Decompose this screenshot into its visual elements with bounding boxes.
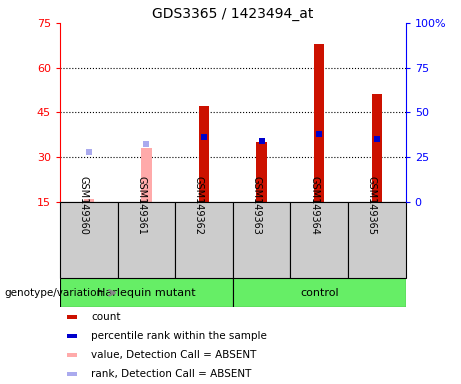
Text: GSM149364: GSM149364 — [309, 176, 319, 235]
Text: GSM149362: GSM149362 — [194, 176, 204, 235]
Bar — [233, 278, 406, 307]
Text: percentile rank within the sample: percentile rank within the sample — [91, 331, 267, 341]
Bar — [67, 334, 77, 338]
Text: GSM149363: GSM149363 — [252, 176, 262, 235]
Bar — [60, 278, 233, 307]
Text: GSM149361: GSM149361 — [136, 176, 146, 235]
Title: GDS3365 / 1423494_at: GDS3365 / 1423494_at — [152, 7, 313, 21]
Bar — [118, 202, 175, 278]
Text: control: control — [300, 288, 338, 298]
Bar — [290, 202, 348, 278]
Text: GSM149360: GSM149360 — [79, 176, 89, 235]
Text: count: count — [91, 312, 120, 322]
Bar — [83, 199, 94, 202]
Bar — [67, 315, 77, 319]
Text: Harlequin mutant: Harlequin mutant — [97, 288, 195, 298]
Bar — [141, 148, 152, 202]
Bar — [67, 372, 77, 376]
Bar — [372, 94, 382, 202]
Text: GSM149365: GSM149365 — [367, 176, 377, 235]
Bar — [348, 202, 406, 278]
Bar — [60, 202, 118, 278]
Text: genotype/variation: genotype/variation — [5, 288, 104, 298]
Bar — [256, 142, 267, 202]
Bar — [314, 44, 325, 202]
Bar — [233, 202, 290, 278]
Bar — [199, 106, 209, 202]
Bar — [175, 202, 233, 278]
Bar — [67, 353, 77, 357]
Text: rank, Detection Call = ABSENT: rank, Detection Call = ABSENT — [91, 369, 251, 379]
Text: value, Detection Call = ABSENT: value, Detection Call = ABSENT — [91, 350, 256, 360]
